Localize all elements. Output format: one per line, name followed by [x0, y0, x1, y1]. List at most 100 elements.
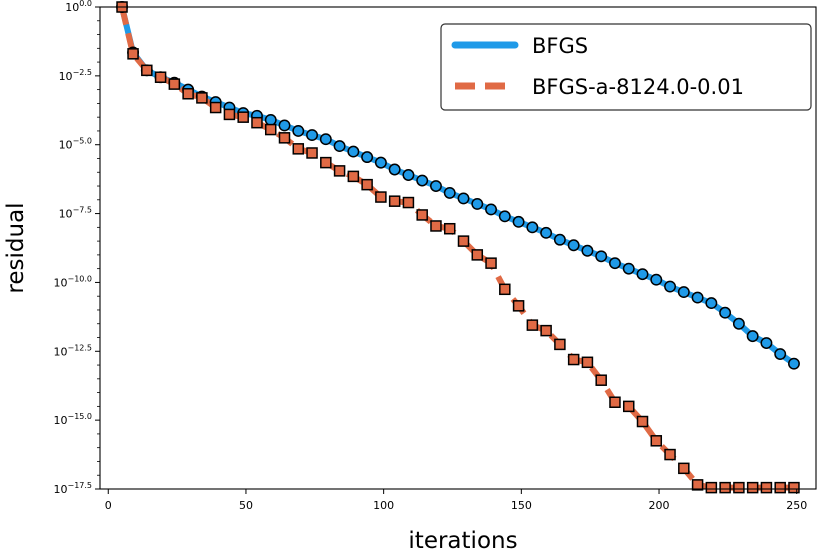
bfgs-a-point: [320, 156, 332, 169]
bfgs-a-point: [705, 481, 718, 494]
x-axis-ticks: 0 50 100 150 200 250: [105, 489, 807, 512]
bfgs-a-point: [306, 147, 318, 159]
bfgs-point: [664, 280, 676, 293]
bfgs-a-point: [664, 448, 676, 461]
bfgs-point: [636, 268, 649, 281]
bfgs-a-point: [595, 374, 607, 386]
bfgs-point: [485, 203, 497, 216]
bfgs-point: [691, 291, 704, 304]
bfgs-a-point: [388, 195, 401, 207]
bfgs-a-point: [347, 170, 360, 183]
legend-box: [440, 23, 812, 111]
bfgs-a-point: [278, 132, 291, 144]
bfgs-a-point: [760, 481, 773, 494]
bfgs-a-point: [567, 353, 580, 366]
bfgs-a-point: [209, 101, 222, 114]
bfgs-point: [402, 169, 415, 181]
plot-frame: [99, 6, 817, 490]
y-tick-label: 10−17.5: [53, 481, 92, 496]
bfgs-point: [512, 215, 525, 228]
bfgs-point: [581, 244, 594, 257]
bfgs-point: [788, 357, 800, 370]
bfgs-point: [471, 197, 484, 210]
bfgs-point: [732, 317, 745, 330]
bfgs-point: [278, 119, 291, 132]
bfgs-point: [595, 250, 608, 263]
x-tick-label: 150: [511, 499, 532, 512]
bfgs-a-point: [402, 196, 415, 209]
series-markers: [116, 1, 800, 494]
bfgs-point: [430, 180, 442, 192]
bfgs-a-point: [416, 209, 428, 221]
bfgs-point: [774, 348, 787, 360]
bfgs-a-point: [485, 257, 497, 269]
bfgs-point: [443, 186, 456, 199]
legend: BFGS BFGS-a-8124.0-0.01: [440, 23, 812, 111]
bfgs-point: [526, 221, 539, 234]
bfgs-point: [553, 233, 566, 246]
bfgs-point: [609, 257, 621, 270]
y-tick-label: 10−5.0: [59, 137, 92, 152]
bfgs-a-point: [733, 481, 745, 494]
bfgs-a-point: [636, 415, 649, 428]
legend-label-bfgs-a: BFGS-a-8124.0-0.01: [532, 75, 744, 99]
bfgs-point: [457, 192, 470, 205]
bfgs-a-point: [526, 319, 539, 331]
bfgs-a-point: [154, 71, 167, 83]
bfgs-a-point: [168, 78, 181, 90]
bfgs-a-point: [678, 462, 690, 475]
bfgs-a-point: [691, 479, 704, 491]
bfgs-a-point: [264, 123, 277, 136]
x-tick-label: 100: [373, 499, 394, 512]
x-tick-label: 250: [786, 499, 807, 512]
x-tick-label: 0: [105, 499, 112, 512]
bfgs-a-point: [774, 481, 786, 494]
bfgs-a-point: [375, 191, 387, 203]
bfgs-a-point: [581, 356, 594, 369]
bfgs-a-point: [196, 92, 208, 104]
bfgs-point: [361, 151, 374, 164]
bfgs-a-point: [292, 143, 305, 155]
bfgs-a-point: [141, 64, 153, 77]
bfgs-a-point: [127, 48, 139, 60]
x-axis-label: iterations: [408, 528, 517, 554]
bfgs-a-point: [719, 481, 731, 494]
bfgs-a-point: [540, 324, 552, 337]
bfgs-a-point: [333, 165, 346, 177]
y-axis-ticks: 100.0 10−2.5 10−5.0 10−7.5 10−10.0 10−12.5 10−…: [53, 0, 100, 496]
bfgs-point: [333, 140, 346, 153]
bfgs-point: [374, 156, 387, 169]
bfgs-a-point: [554, 338, 566, 351]
y-axis-label: residual: [3, 202, 29, 293]
bfgs-point: [319, 133, 332, 146]
bfgs-point: [388, 163, 401, 176]
y-tick-label: 10−15.0: [53, 412, 92, 427]
bfgs-point: [705, 297, 718, 310]
bfgs-a-point: [471, 249, 484, 261]
bfgs-point: [622, 262, 635, 275]
bfgs-a-point: [361, 178, 373, 191]
bfgs-point: [347, 145, 360, 158]
bfgs-point: [650, 273, 663, 286]
y-tick-label: 10−2.5: [59, 68, 92, 83]
y-tick-label: 100.0: [65, 0, 92, 14]
bfgs-a-point: [622, 400, 635, 413]
bfgs-a-point: [457, 235, 470, 247]
bfgs-a-point: [443, 222, 456, 235]
bfgs-point: [746, 330, 759, 343]
bfgs-a-point: [609, 396, 621, 408]
bfgs-a-point: [788, 481, 800, 494]
bfgs-a-point: [512, 300, 525, 312]
bfgs-point: [292, 124, 305, 137]
bfgs-point: [567, 239, 580, 252]
bfgs-a-point: [430, 220, 442, 232]
bfgs-point: [306, 129, 318, 142]
bfgs-a-point: [223, 108, 236, 121]
y-tick-label: 10−12.5: [53, 343, 92, 358]
bfgs-a-point: [499, 283, 511, 296]
x-tick-label: 50: [239, 499, 253, 512]
bfgs-point: [498, 210, 511, 223]
bfgs-point: [677, 286, 690, 299]
bfgs-point: [719, 306, 732, 319]
